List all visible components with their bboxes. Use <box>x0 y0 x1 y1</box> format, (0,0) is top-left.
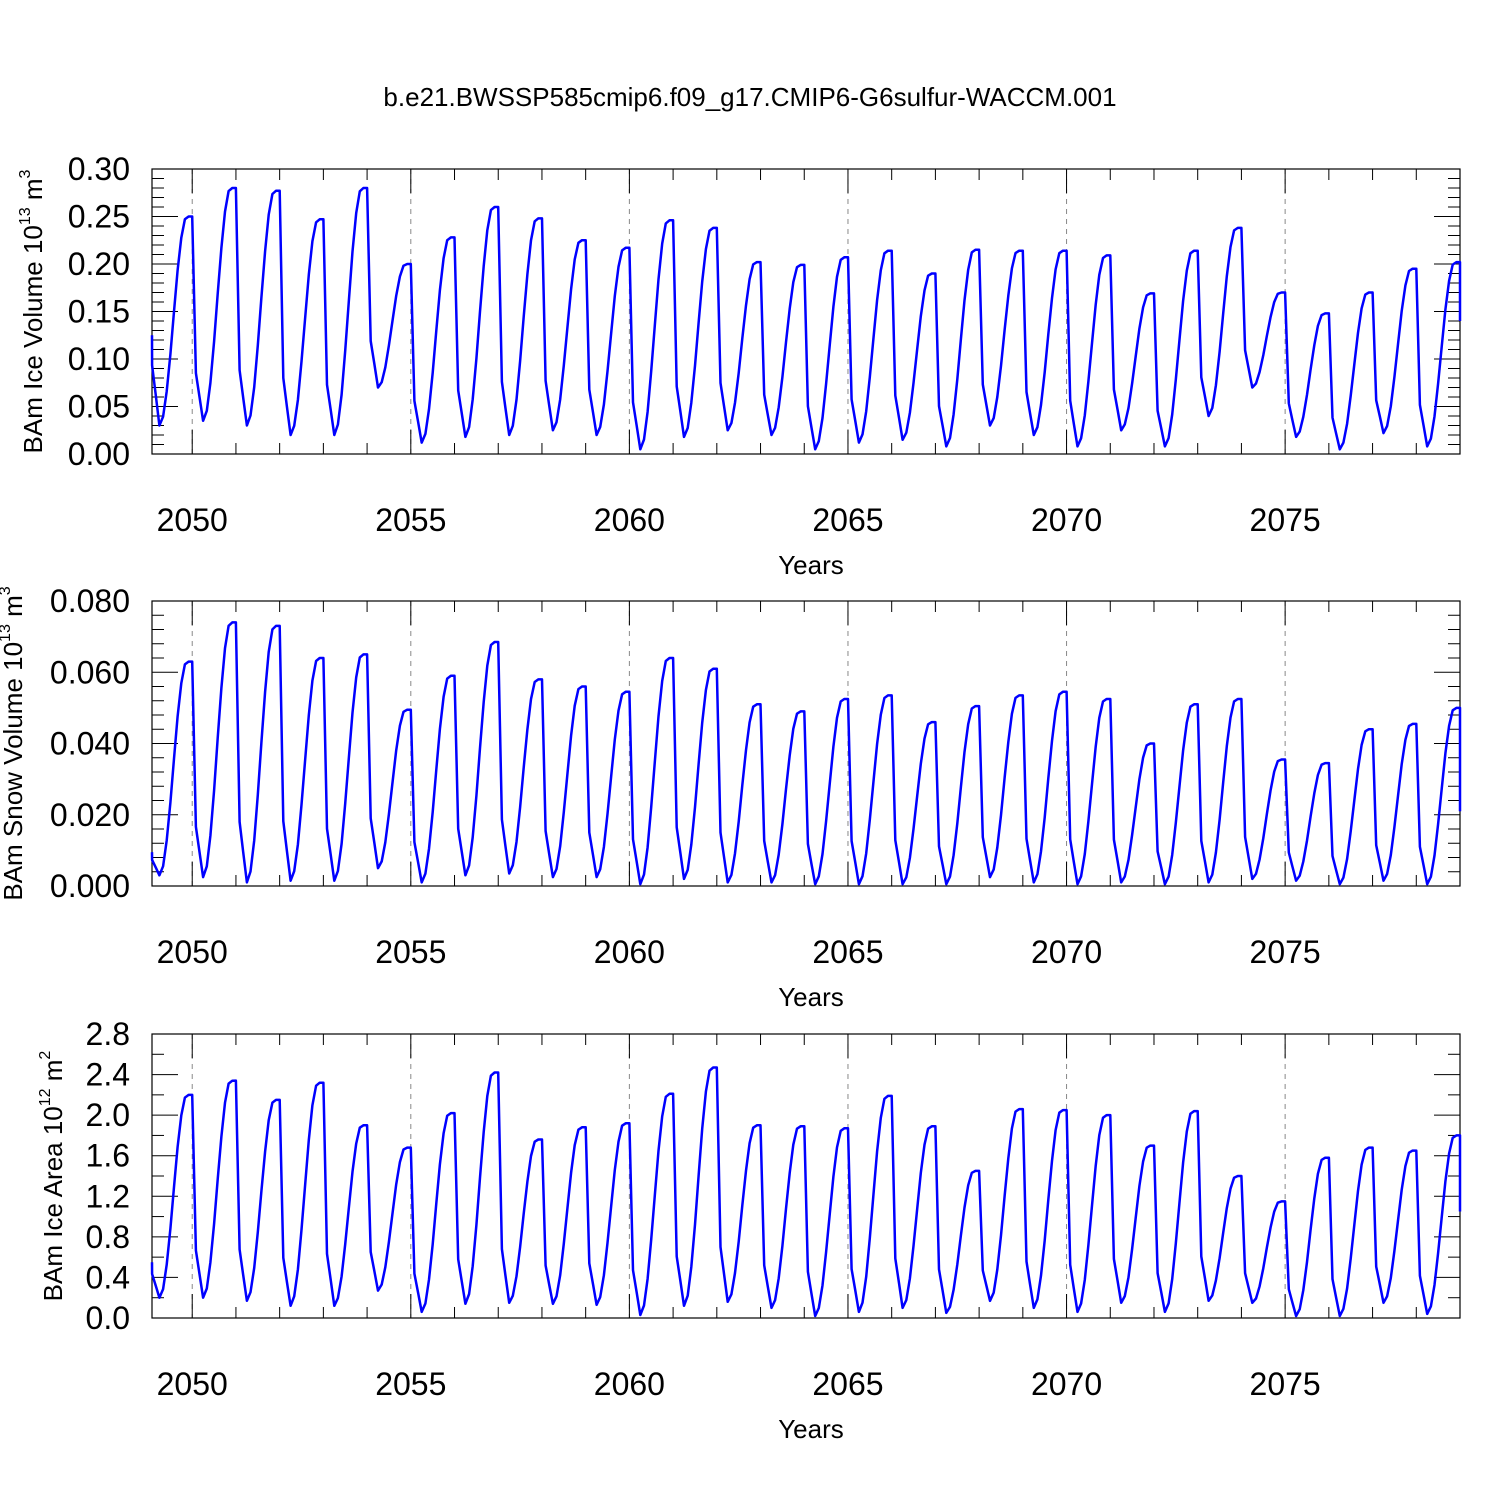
x-tick-label: 2050 <box>157 1366 228 1402</box>
series-line <box>150 621 1462 886</box>
y-tick-label: 0.8 <box>86 1219 130 1255</box>
panel-2: 0.000 0.020 0.040 0.060 0.080 2050 2055 2060 206… <box>0 583 1462 1012</box>
y-tick-label: 0.30 <box>68 151 130 187</box>
x-tick-label: 2055 <box>375 502 446 538</box>
x-tick-label: 2070 <box>1031 1366 1102 1402</box>
x-tick-label: 2065 <box>812 1366 883 1402</box>
x-tick-label: 2060 <box>594 502 665 538</box>
x-tick-label: 2065 <box>812 502 883 538</box>
x-tick-label: 2075 <box>1250 1366 1321 1402</box>
y-tick-label: 0.25 <box>68 199 130 235</box>
y-tick-label: 0.060 <box>50 654 130 690</box>
y-axis-title: BAm Ice Area 1012 m2 <box>37 1051 68 1302</box>
y-axis-title: BAm Ice Volume 1013 m3 <box>17 169 48 453</box>
y-axis-title: BAm Snow Volume 1013 m3 <box>0 586 28 900</box>
y-tick-label: 0.0 <box>86 1300 130 1336</box>
y-tick-label: 1.2 <box>86 1178 130 1214</box>
x-tick-label: 2075 <box>1250 934 1321 970</box>
panel-3: 0.0 0.4 0.8 1.2 1.6 2.0 2.4 2.8 2050 2055 2060 2065… <box>37 1016 1462 1444</box>
y-tick-label: 0.15 <box>68 294 130 330</box>
y-tick-label: 0.10 <box>68 341 130 377</box>
x-tick-label: 2070 <box>1031 934 1102 970</box>
y-tick-label: 0.20 <box>68 246 130 282</box>
x-tick-label: 2050 <box>157 934 228 970</box>
y-tick-label: 0.00 <box>68 436 130 472</box>
figure-title: b.e21.BWSSP585cmip6.f09_g17.CMIP6-G6sulf… <box>383 82 1116 112</box>
y-tick-label: 0.05 <box>68 389 130 425</box>
x-tick-label: 2055 <box>375 1366 446 1402</box>
panel-1: 0.00 0.05 0.10 0.15 0.20 0.25 0.30 2050 2055 2060… <box>17 151 1462 580</box>
x-tick-label: 2050 <box>157 502 228 538</box>
series-line <box>150 1066 1462 1318</box>
y-tick-label: 0.040 <box>50 726 130 762</box>
y-tick-label: 0.020 <box>50 797 130 833</box>
y-tick-label: 1.6 <box>86 1138 130 1174</box>
y-tick-label: 2.0 <box>86 1097 130 1133</box>
x-tick-label: 2055 <box>375 934 446 970</box>
x-tick-label: 2075 <box>1250 502 1321 538</box>
x-tick-label: 2070 <box>1031 502 1102 538</box>
x-tick-label: 2065 <box>812 934 883 970</box>
x-tick-label: 2060 <box>594 934 665 970</box>
y-tick-label: 2.8 <box>86 1016 130 1052</box>
x-axis-title: Years <box>778 982 844 1012</box>
x-axis-title: Years <box>778 550 844 580</box>
y-tick-label: 0.080 <box>50 583 130 619</box>
panels: 0.00 0.05 0.10 0.15 0.20 0.25 0.30 2050 2055 2060… <box>0 151 1462 1444</box>
y-tick-label: 2.4 <box>86 1057 130 1093</box>
x-axis-title: Years <box>778 1414 844 1444</box>
x-tick-label: 2060 <box>594 1366 665 1402</box>
y-tick-label: 0.4 <box>86 1259 130 1295</box>
series-line <box>150 186 1462 451</box>
y-tick-label: 0.000 <box>50 868 130 904</box>
